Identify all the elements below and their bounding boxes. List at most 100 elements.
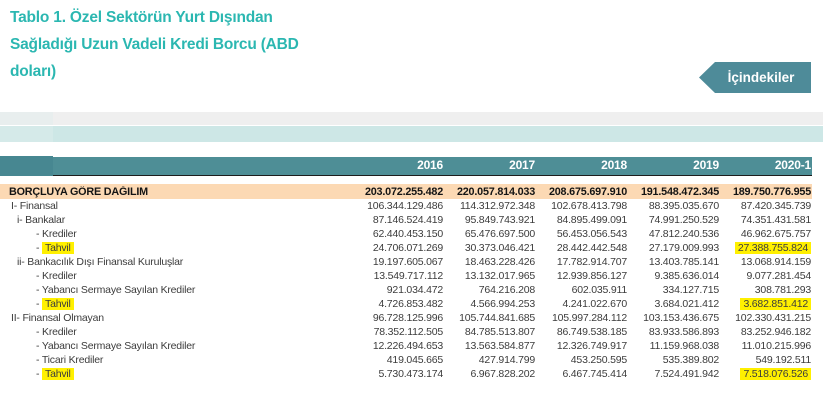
highlighted-label: Tahvil — [42, 242, 74, 254]
cell-2017: 6.967.828.202 — [470, 368, 535, 380]
cell-2018: 86.749.538.185 — [556, 326, 627, 338]
cell-2019: 191.548.472.345 — [640, 185, 719, 198]
cell-2017: 764.216.208 — [478, 284, 535, 296]
cell-2016: 62.440.453.150 — [372, 228, 443, 240]
empty-band-gray — [0, 112, 823, 125]
cell-2020-1: 74.351.431.581 — [740, 214, 811, 226]
cell-2016: 4.726.853.482 — [378, 298, 443, 310]
table-row: - Tahvil 4.726.853.482 4.566.994.253 4.241.… — [0, 297, 812, 311]
page-title-line-3: doları) — [10, 63, 56, 80]
cell-2019: 334.127.715 — [662, 284, 719, 296]
column-header-2017: 2017 — [509, 158, 535, 172]
table-row: i- Bankalar 87.146.524.419 95.849.743.921 8… — [0, 213, 812, 227]
cell-2019: 13.403.785.141 — [648, 256, 719, 268]
cell-2016: 203.072.255.482 — [364, 185, 443, 198]
cell-2017: 105.744.841.685 — [459, 312, 535, 324]
cell-2019: 9.385.636.014 — [654, 270, 719, 282]
page-title-line-2: Sağladığı Uzun Vadeli Kredi Borcu (ABD — [10, 36, 299, 53]
table-row: - Krediler 13.549.717.112 13.132.017.965 12… — [0, 269, 812, 283]
table-row: ii- Bankacılık Dışı Finansal Kuruluşlar 1… — [0, 255, 812, 269]
highlighted-value: 27.388.755.824 — [734, 242, 811, 254]
cell-2016: 106.344.129.486 — [367, 200, 443, 212]
row-label: I- Finansal — [11, 200, 58, 212]
cell-2019: 535.389.802 — [662, 354, 719, 366]
row-label: - Tahvil — [0, 242, 352, 254]
cell-2017: 427.914.799 — [478, 354, 535, 366]
table-row: II- Finansal Olmayan 96.728.125.996 105.74… — [0, 311, 812, 325]
row-label: - Krediler — [36, 270, 77, 282]
column-header-2020-1: 2020-1 — [774, 158, 811, 172]
cell-2019: 11.159.968.038 — [649, 340, 720, 352]
cell-2020-1: 308.781.293 — [754, 284, 811, 296]
table-body: BORÇLUYA GÖRE DAĞILIM 203.072.255.482 220.… — [0, 184, 812, 381]
page-title-line-1: Tablo 1. Özel Sektörün Yurt Dışından — [10, 9, 273, 26]
row-label: i- Bankalar — [17, 214, 65, 226]
cell-2019: 47.812.240.536 — [648, 228, 719, 240]
cell-2016: 12.226.494.653 — [372, 340, 443, 352]
row-label: - Tahvil — [0, 368, 352, 380]
highlighted-value: 3.682.851.412 — [740, 298, 811, 310]
cell-2019: 83.933.586.893 — [648, 326, 719, 338]
cell-2018: 102.678.413.798 — [551, 200, 627, 212]
row-label: BORÇLUYA GÖRE DAĞILIM — [9, 185, 148, 198]
table-row: - Tahvil 24.706.071.269 30.373.046.421 28.4… — [0, 241, 812, 255]
page-title: Tablo 1. Özel Sektörün Yurt Dışından Sağ… — [10, 4, 370, 85]
table-of-contents-label: İçindekiler — [727, 70, 795, 85]
table-row: BORÇLUYA GÖRE DAĞILIM 203.072.255.482 220.… — [0, 184, 812, 199]
cell-2018: 84.895.499.091 — [556, 214, 627, 226]
cell-2019: 7.524.491.942 — [654, 368, 719, 380]
cell-2018: 602.035.911 — [571, 284, 628, 296]
header-left-strip — [0, 156, 53, 176]
cell-2017: 30.373.046.421 — [464, 242, 535, 254]
cell-2018: 6.467.745.414 — [562, 368, 627, 380]
cell-2020-1: 46.962.675.757 — [740, 228, 811, 240]
cell-2018: 17.782.914.707 — [556, 256, 627, 268]
cell-2019: 103.153.436.675 — [643, 312, 719, 324]
cell-2016: 96.728.125.996 — [372, 312, 443, 324]
row-label: ii- Bankacılık Dışı Finansal Kuruluşlar — [17, 256, 184, 268]
cell-2020-1: 83.252.946.182 — [740, 326, 811, 338]
cell-2017: 84.785.513.807 — [464, 326, 535, 338]
cell-2018: 56.453.056.543 — [556, 228, 627, 240]
cell-2016: 87.146.524.419 — [372, 214, 443, 226]
table-header-row: 2016 2017 2018 2019 2020-1 — [0, 156, 812, 176]
cell-2016: 5.730.473.174 — [378, 368, 443, 380]
table-row: - Yabancı Sermaye Sayılan Krediler 12.226… — [0, 339, 812, 353]
cell-2018: 105.997.284.112 — [551, 312, 627, 324]
row-label: - Krediler — [36, 228, 77, 240]
row-label: - Yabancı Sermaye Sayılan Krediler — [36, 284, 196, 296]
row-label: - Yabancı Sermaye Sayılan Krediler — [36, 340, 196, 352]
column-header-2018: 2018 — [601, 158, 627, 172]
cell-2017: 65.476.697.500 — [464, 228, 535, 240]
empty-band-teal — [0, 126, 823, 142]
row-label: - Ticari Krediler — [36, 354, 104, 366]
highlighted-label: Tahvil — [42, 368, 74, 380]
cell-2016: 419.045.665 — [386, 354, 443, 366]
cell-2018: 208.675.697.910 — [548, 185, 627, 198]
cell-2019: 88.395.035.670 — [648, 200, 719, 212]
cell-2016: 78.352.112.505 — [373, 326, 444, 338]
table-row: I- Finansal 106.344.129.486 114.312.972.34… — [0, 199, 812, 213]
cell-2018: 28.442.442.548 — [556, 242, 627, 254]
cell-2016: 19.197.605.067 — [372, 256, 443, 268]
cell-2020-1: 9.077.281.454 — [746, 270, 811, 282]
cell-2020-1: 11.010.215.996 — [741, 340, 812, 352]
cell-2016: 13.549.717.112 — [373, 270, 444, 282]
cell-2017: 4.566.994.253 — [470, 298, 535, 310]
table-row: - Ticari Krediler 419.045.665 427.914.799 4… — [0, 353, 812, 367]
cell-2020-1: 549.192.511 — [755, 354, 812, 366]
cell-2018: 453.250.595 — [570, 354, 627, 366]
cell-2017: 95.849.743.921 — [464, 214, 535, 226]
cell-2019: 27.179.009.993 — [648, 242, 719, 254]
row-label: - Tahvil — [0, 298, 352, 310]
cell-2019: 3.684.021.412 — [654, 298, 719, 310]
cell-2017: 13.132.017.965 — [464, 270, 535, 282]
row-label: II- Finansal Olmayan — [11, 312, 104, 324]
band-left-strip — [0, 112, 53, 125]
cell-2020-1: 13.068.914.159 — [740, 256, 811, 268]
table-of-contents-button[interactable]: İçindekiler — [699, 62, 811, 93]
table-row: - Yabancı Sermaye Sayılan Krediler 921.03… — [0, 283, 812, 297]
band-left-strip — [0, 126, 53, 142]
table-row: - Tahvil 5.730.473.174 6.967.828.202 6.467.… — [0, 367, 812, 381]
